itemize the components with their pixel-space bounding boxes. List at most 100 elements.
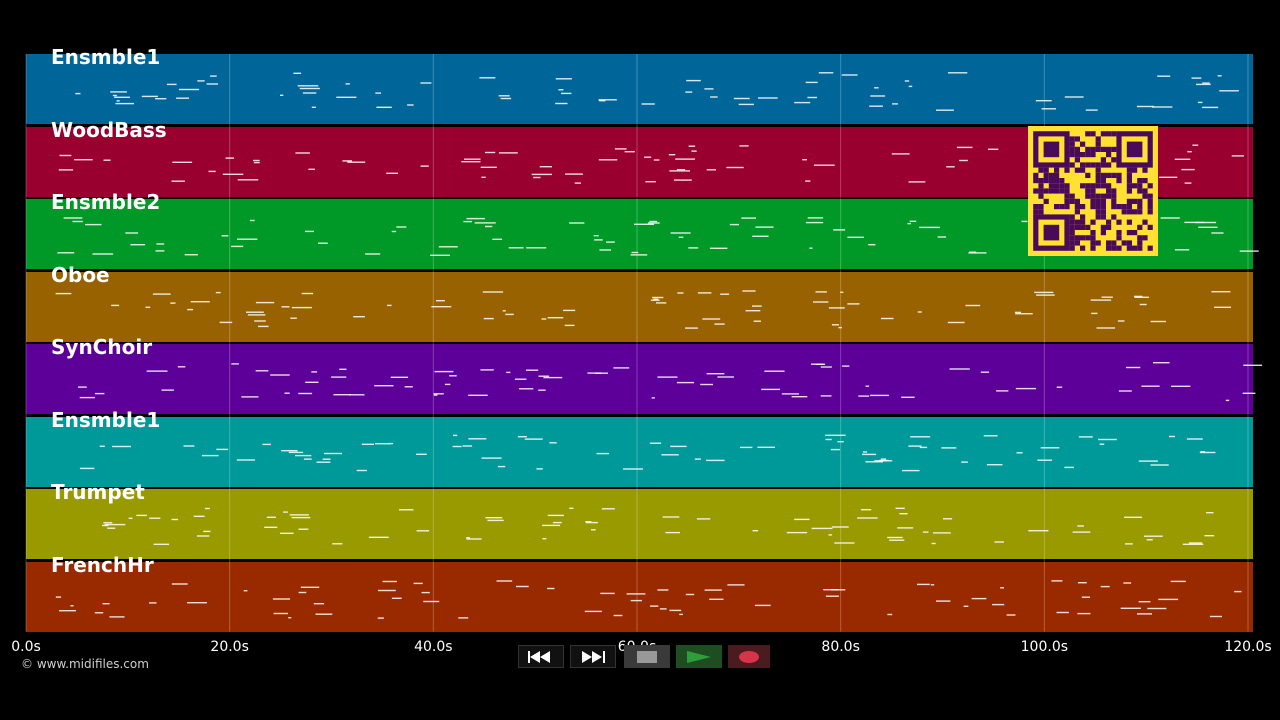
note-mark [533, 176, 541, 179]
note-mark [555, 102, 568, 105]
note-mark [433, 394, 438, 396]
note-mark [943, 518, 953, 520]
track-label: FrenchHr [51, 552, 154, 577]
note-mark [201, 454, 219, 457]
note-mark [1195, 221, 1217, 224]
note-mark [386, 172, 398, 174]
play-button[interactable] [676, 645, 722, 668]
note-mark [585, 521, 598, 524]
note-mark [156, 243, 165, 245]
note-mark [378, 589, 396, 592]
note-mark [802, 159, 807, 161]
note-mark [585, 521, 592, 523]
note-mark [1206, 512, 1214, 514]
note-mark [170, 302, 176, 304]
time-tick-label: 100.0s [1020, 639, 1069, 655]
note-mark [474, 222, 496, 224]
note-mark [919, 226, 940, 229]
note-mark [206, 83, 218, 85]
note-mark [331, 376, 347, 378]
note-mark [316, 461, 331, 463]
note-mark [992, 603, 1005, 606]
note-mark [807, 217, 824, 219]
note-mark [1100, 585, 1110, 588]
note-mark [542, 538, 547, 540]
note-mark [805, 81, 818, 84]
stop-button[interactable] [624, 645, 670, 668]
note-mark [948, 72, 968, 74]
note-mark [895, 507, 905, 509]
note-mark [75, 92, 81, 95]
time-tick-label: 20.0s [210, 639, 249, 655]
note-mark [758, 97, 778, 99]
note-mark [538, 375, 550, 377]
note-mark [649, 442, 662, 444]
note-mark [376, 106, 392, 108]
note-mark [1096, 327, 1115, 329]
note-mark [461, 161, 481, 163]
note-mark [598, 159, 618, 161]
note-mark [258, 325, 269, 328]
note-mark [333, 394, 351, 396]
record-button[interactable] [728, 645, 770, 668]
note-mark [453, 434, 458, 437]
track-lane [26, 344, 1253, 414]
note-mark [255, 370, 269, 372]
note-mark [584, 610, 602, 613]
note-mark [298, 392, 313, 395]
note-mark [902, 469, 920, 472]
note-mark [917, 583, 930, 586]
note-mark [1234, 590, 1242, 593]
note-mark [599, 249, 611, 251]
note-mark [910, 436, 931, 438]
note-mark [700, 383, 713, 386]
note-mark [670, 232, 691, 234]
note-mark [299, 87, 320, 90]
note-mark [949, 368, 970, 370]
note-mark [293, 72, 302, 74]
note-mark [662, 516, 680, 518]
note-mark [1243, 364, 1263, 366]
note-mark [146, 370, 168, 372]
note-mark [704, 88, 714, 90]
note-mark [965, 304, 981, 307]
note-mark [492, 238, 503, 240]
note-mark [391, 230, 397, 233]
note-mark [710, 96, 718, 98]
note-mark [971, 597, 987, 600]
note-mark [1141, 385, 1160, 387]
note-mark [543, 376, 563, 379]
note-mark [1000, 587, 1004, 589]
note-mark [1225, 399, 1230, 402]
note-mark [430, 254, 450, 256]
rewind-button[interactable] [518, 645, 564, 668]
note-mark [752, 305, 762, 307]
note-mark [63, 217, 83, 219]
transport-controls [512, 643, 770, 670]
note-mark [297, 85, 319, 87]
note-mark [968, 252, 987, 254]
note-mark [222, 173, 244, 175]
note-mark [840, 291, 844, 293]
note-mark [463, 220, 472, 223]
note-mark [815, 363, 826, 365]
note-mark [647, 222, 660, 224]
note-mark [387, 442, 394, 445]
track-lane [26, 416, 1253, 487]
track-lane [26, 489, 1253, 559]
note-mark [761, 388, 780, 391]
fast-forward-button[interactable] [570, 645, 616, 668]
note-mark [536, 468, 543, 470]
track-label: WoodBass [51, 117, 167, 142]
note-mark [420, 165, 429, 167]
note-mark [650, 299, 660, 301]
note-mark [865, 385, 870, 387]
note-mark [464, 158, 481, 160]
note-mark [204, 507, 210, 510]
track-lane [26, 561, 1253, 632]
note-mark [94, 392, 105, 395]
track-label: Ensmble1 [51, 45, 161, 69]
note-mark [651, 397, 655, 399]
note-mark [669, 609, 682, 612]
note-mark [253, 159, 260, 162]
